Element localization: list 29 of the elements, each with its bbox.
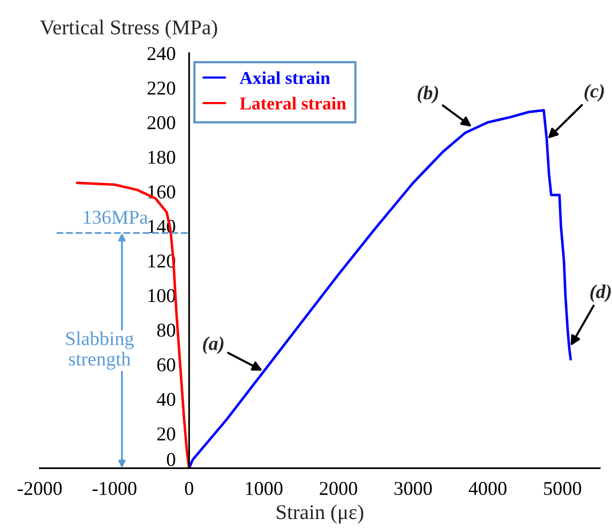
- legend-label: Axial strain: [240, 71, 330, 84]
- y-tick-label: 100: [148, 289, 176, 302]
- x-tick-label: -1000: [92, 482, 136, 496]
- annotation: (b): [418, 86, 438, 104]
- x-tick-label: -2000: [18, 482, 62, 496]
- y-tick-label: 200: [148, 116, 176, 130]
- y-tick-label: 240: [148, 47, 176, 60]
- x-tick-label: 0: [184, 482, 194, 496]
- x-tick-label: 1000: [246, 482, 282, 496]
- y-tick-label: 180: [148, 150, 176, 164]
- y-axis-title: Vertical Stress (MPa): [40, 20, 218, 39]
- x-tick-label: 2000: [320, 482, 358, 496]
- y-tick-label: 60: [157, 358, 176, 372]
- line-series: [188, 109, 572, 468]
- y-tick-label: 80: [157, 324, 176, 337]
- x-tick-label: 5000: [544, 482, 582, 496]
- annotation: (a): [203, 336, 224, 354]
- y-tick-label: 220: [148, 82, 176, 95]
- x-tick-label: 4000: [468, 482, 506, 496]
- annotation: Slabbing strength: [66, 332, 134, 370]
- y-tick-label: 0: [166, 452, 176, 466]
- y-tick-label: 40: [156, 392, 176, 406]
- y-tick-label: 20: [157, 427, 176, 441]
- ref-line-label: 136MPa: [84, 210, 148, 224]
- legend-label: Lateral strain: [240, 96, 346, 110]
- annotation: (c): [584, 84, 604, 102]
- annotation: (d): [590, 284, 611, 302]
- x-axis-title: Strain (με): [276, 504, 364, 524]
- x-tick-label: 3000: [394, 482, 432, 496]
